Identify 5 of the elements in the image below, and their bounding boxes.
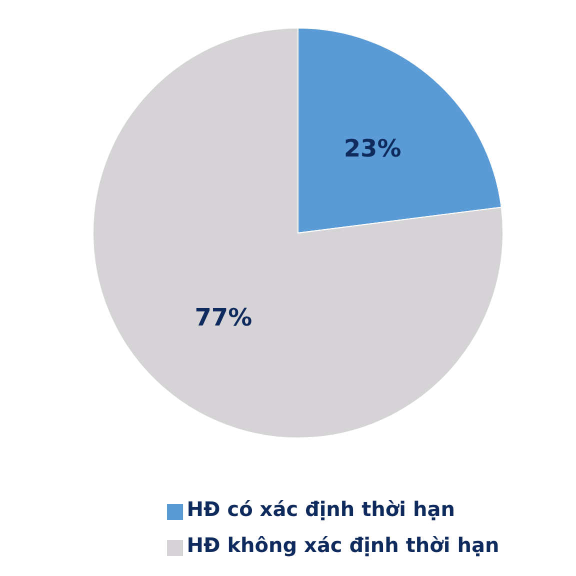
pie-slice (92, 28, 504, 438)
data-label: 23% (344, 134, 402, 162)
legend-label: HĐ không xác định thời hạn (186, 533, 500, 557)
legend-label: HĐ có xác định thời hạn (186, 497, 455, 521)
data-label: 77% (194, 304, 252, 332)
